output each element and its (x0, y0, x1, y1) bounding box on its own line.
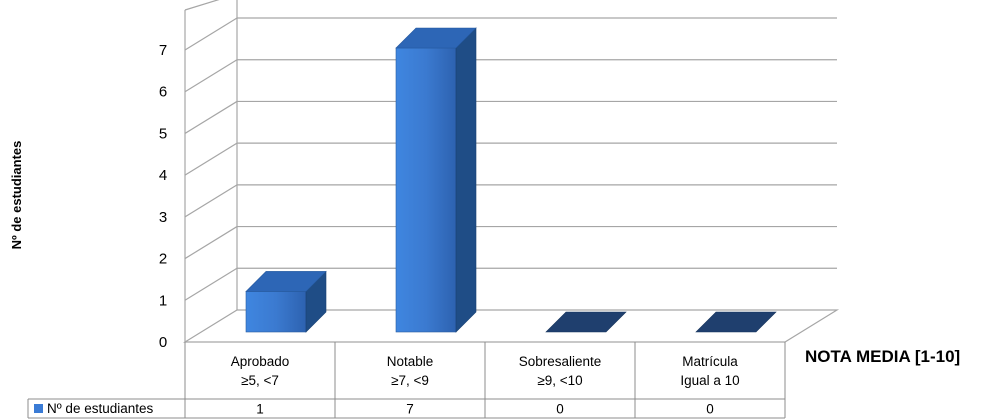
bar-top (695, 311, 777, 333)
top-wall-edge (184, 0, 220, 11)
x-axis-title: NOTA MEDIA [1-10] (805, 347, 960, 366)
bar-top (395, 27, 477, 49)
data-value-label: 0 (556, 402, 564, 417)
bar (695, 311, 777, 333)
gridline-wall (184, 226, 238, 260)
gridlines (184, 17, 837, 301)
y-axis-title: Nº de estudiantes (9, 141, 24, 250)
bar (395, 27, 477, 333)
y-axis-ticks: 0 1 2 3 4 5 6 7 (159, 42, 167, 351)
bar (545, 311, 627, 333)
bars (245, 27, 777, 333)
y-tick-label: 3 (159, 209, 167, 226)
floor (182, 309, 840, 343)
gridline-wall (184, 100, 238, 134)
category-label: Sobresaliente (519, 354, 602, 369)
legend-label: Nº de estudiantes (47, 401, 153, 416)
bar (245, 270, 327, 333)
data-value-label: 7 (406, 402, 414, 417)
gridline-wall (184, 59, 238, 93)
chart-walls (182, 0, 840, 343)
y-tick-label: 5 (159, 125, 167, 142)
legend-swatch (34, 404, 43, 413)
bar-front (245, 291, 307, 333)
category-label: Aprobado (231, 354, 290, 369)
bar-side (455, 27, 477, 333)
category-label: Matrícula (682, 354, 738, 369)
gridline-wall (184, 184, 238, 218)
data-value-label: 1 (256, 402, 264, 417)
bar-top (245, 271, 327, 292)
gridline-wall (184, 267, 238, 301)
category-range-label: ≥9, <10 (537, 373, 582, 388)
category-label: Notable (387, 354, 434, 369)
y-tick-label: 0 (159, 334, 167, 351)
data-value-label: 0 (706, 402, 714, 417)
y-tick-label: 6 (159, 84, 167, 101)
gridline-wall (184, 142, 238, 176)
data-table: Nº de estudiantes Aprobado ≥5, <7 1 Notable ≥… (27, 342, 786, 419)
y-tick-label: 1 (159, 292, 167, 309)
gridline-wall (184, 17, 238, 51)
category-range-label: ≥7, <9 (391, 373, 429, 388)
y-tick-label: 4 (159, 167, 167, 184)
y-tick-label: 2 (159, 251, 167, 268)
bar-top (545, 311, 627, 333)
y-tick-label: 7 (159, 42, 167, 59)
bar-front (395, 47, 457, 333)
category-range-label: ≥5, <7 (241, 373, 279, 388)
category-range-label: Igual a 10 (680, 373, 739, 388)
